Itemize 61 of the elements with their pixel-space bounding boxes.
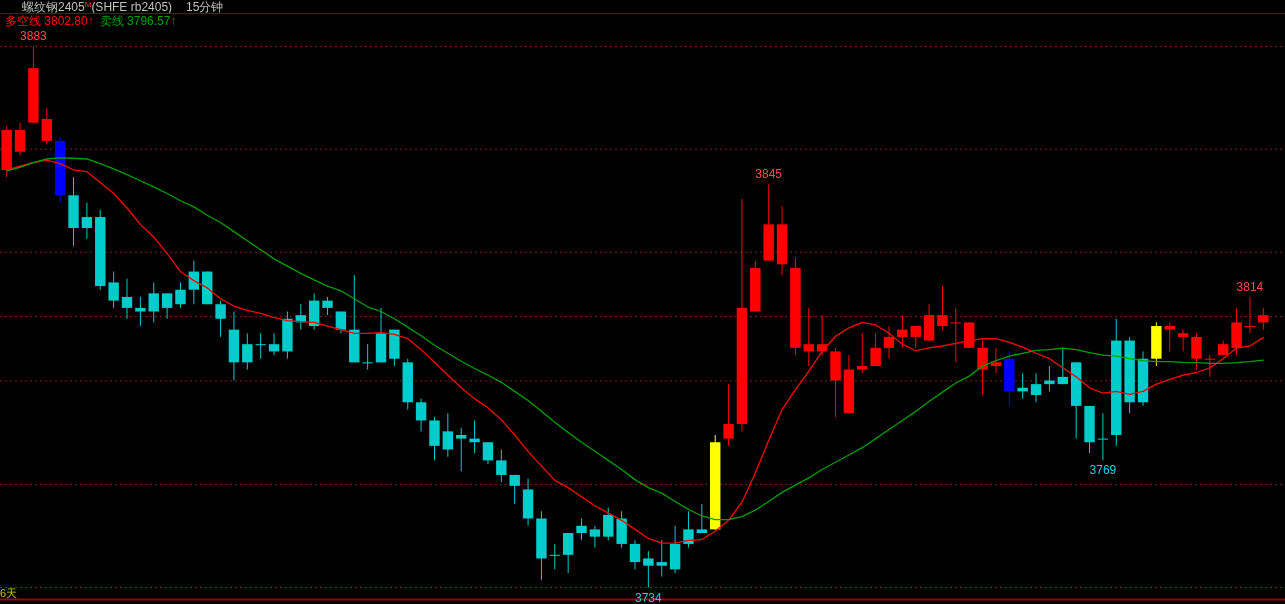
- text: 3769: [1089, 463, 1117, 478]
- candlestick: [41, 107, 52, 145]
- candlestick: [897, 314, 908, 349]
- candlestick: [108, 271, 119, 309]
- candlestick: [456, 427, 467, 472]
- candlestick: [242, 332, 253, 371]
- candlestick: [268, 332, 280, 356]
- candlestick: [1030, 372, 1042, 403]
- candlestick: [576, 518, 587, 541]
- candlestick: [549, 543, 560, 570]
- candlestick: [1191, 332, 1202, 371]
- text: 3814: [1236, 279, 1264, 294]
- candlestick: [81, 202, 93, 240]
- candlestick: [603, 507, 614, 541]
- candlestick: [1258, 307, 1269, 331]
- title: 螺纹钢2405$^{M}$(SHFE rb2405): [22, 0, 173, 14]
- candlestick: [509, 474, 520, 505]
- candlestick: [442, 412, 454, 458]
- candlestick: [937, 285, 948, 331]
- candlestick: [1204, 354, 1216, 378]
- candlestick: [562, 532, 574, 574]
- annotation: 6天: [0, 587, 18, 599]
- candlestick: [135, 296, 146, 327]
- candlestick: [1057, 347, 1069, 385]
- candlestick: [990, 347, 1002, 374]
- candlestick: [175, 281, 186, 309]
- candlestick: [1097, 412, 1109, 461]
- candlestick: [255, 332, 266, 360]
- candlestick: [723, 383, 734, 447]
- text: 3883: [20, 29, 47, 44]
- candlestick: [696, 503, 708, 534]
- candlestick: [629, 539, 641, 570]
- candlestick: [883, 325, 895, 360]
- candlestick: [482, 441, 494, 465]
- candlestick: [656, 539, 667, 578]
- candlestick: [415, 398, 427, 432]
- candlestick: [950, 307, 962, 363]
- text: 卖线 3796.57↑: [99, 14, 177, 28]
- candlestick: [14, 122, 26, 156]
- text: 多空线 3802.80↑: [5, 14, 94, 28]
- candlestick: [589, 525, 601, 549]
- candlestick: [977, 340, 988, 396]
- candlestick: [496, 449, 507, 483]
- candlestick: [322, 296, 333, 316]
- candlestick: [1244, 296, 1256, 334]
- subtitle: 15分钟: [186, 0, 224, 14]
- candlestick: [362, 343, 373, 371]
- candlestick: [161, 292, 173, 320]
- candlestick: [121, 278, 133, 320]
- candlestick: [910, 325, 921, 349]
- candlestick: [1164, 321, 1175, 352]
- text: 3734: [635, 590, 662, 604]
- candlestick: [148, 281, 159, 323]
- candlestick: [683, 510, 694, 549]
- candlestick: [215, 300, 226, 338]
- candlestick: [870, 332, 881, 367]
- candlestick: [857, 332, 868, 374]
- candlestick: [643, 550, 654, 588]
- candlestick: [803, 307, 814, 367]
- candlestick: [1177, 329, 1189, 352]
- text: 3845: [755, 167, 783, 182]
